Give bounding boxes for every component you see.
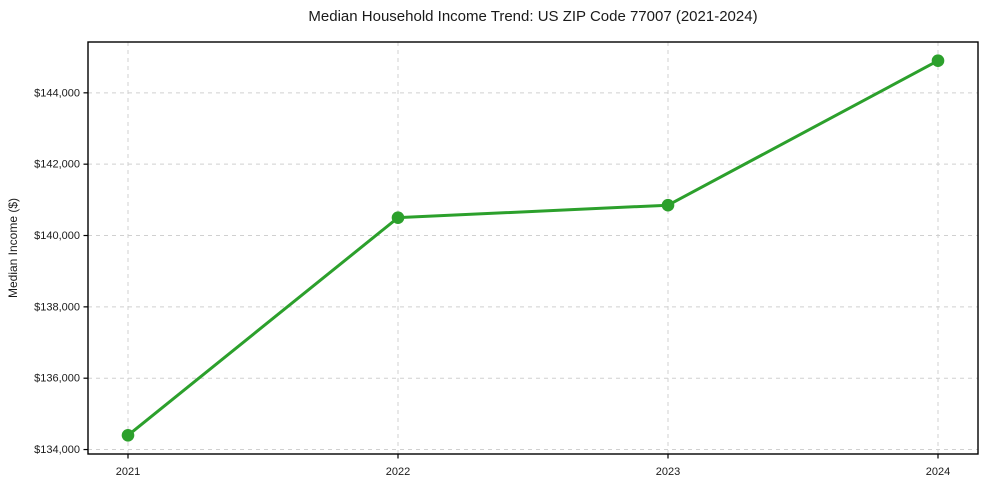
data-point-marker [121, 428, 135, 442]
y-tick-label: $140,000 [34, 230, 80, 242]
x-tick-label: 2024 [926, 466, 950, 478]
trend-series [121, 54, 945, 442]
x-tick-label: 2021 [116, 466, 140, 478]
y-axis-label: Median Income ($) [6, 198, 20, 298]
gridlines [88, 42, 978, 454]
y-tick-label: $138,000 [34, 301, 80, 313]
y-tick-label: $142,000 [34, 159, 80, 171]
axis-ticks [83, 92, 939, 459]
y-tick-label: $144,000 [34, 87, 80, 99]
y-tick-label: $136,000 [34, 373, 80, 385]
chart-title: Median Household Income Trend: US ZIP Co… [308, 8, 757, 25]
trend-line [126, 59, 940, 437]
data-point-marker [391, 211, 405, 224]
data-point-marker [661, 198, 675, 212]
axis-tick-labels: $134,000 $136,000 $138,000 $140,000 $142,000… [34, 87, 950, 478]
x-tick-label: 2023 [656, 466, 680, 478]
plot-area-border [87, 41, 979, 455]
x-tick-label: 2022 [386, 466, 410, 478]
data-point-marker [931, 54, 945, 68]
y-tick-label: $134,000 [34, 444, 80, 456]
